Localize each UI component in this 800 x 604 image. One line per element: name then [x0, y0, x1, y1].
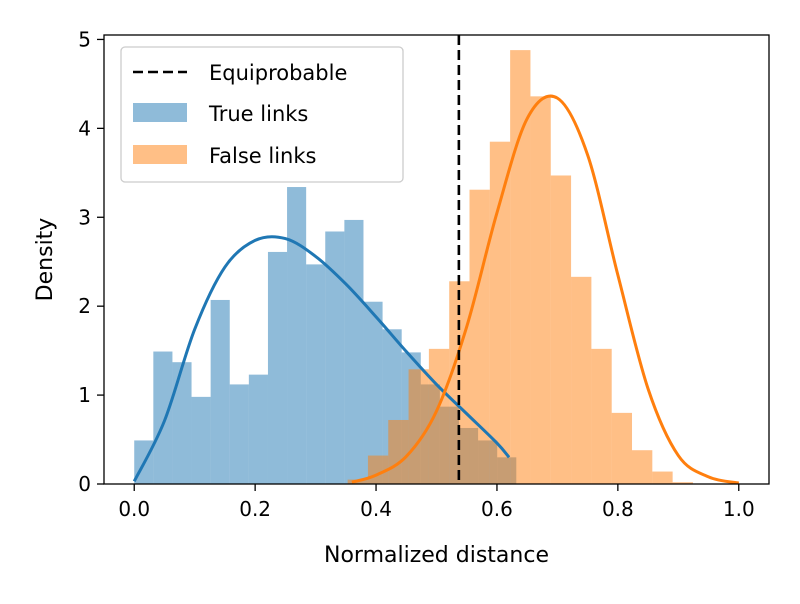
- false-links-fit-curve: [351, 94, 740, 485]
- x-tick-label: 1.0: [723, 497, 755, 521]
- false-links-bar: [652, 471, 673, 484]
- y-tick-label: 1: [78, 383, 91, 407]
- x-tick-label: 0.6: [481, 497, 513, 521]
- true-links-bar: [153, 351, 173, 484]
- true-links-fit-curve: [132, 235, 511, 483]
- legend-equiprobable-label: Equiprobable: [209, 61, 347, 85]
- true-links-bar: [229, 384, 249, 484]
- legend-false-links-swatch: [133, 145, 187, 164]
- true-links-bar: [267, 251, 288, 484]
- y-axis-label: Density: [33, 218, 58, 302]
- false-links-bar: [428, 348, 450, 484]
- x-tick-label: 0.2: [239, 497, 271, 521]
- x-tick-label: 0.0: [118, 497, 150, 521]
- true-links-bar: [172, 362, 192, 484]
- false-links-bar: [489, 141, 511, 485]
- true-links-bar: [325, 231, 345, 484]
- x-axis-label: Normalized distance: [324, 543, 549, 568]
- y-tick-label: 4: [78, 116, 91, 140]
- legend: Equiprobable True links False links: [120, 46, 404, 183]
- false-links-histogram: [347, 50, 693, 485]
- true-links-bar: [248, 374, 268, 484]
- y-axis-ticks: 0 1 2 3 4 5: [78, 27, 104, 496]
- legend-true-links-label: True links: [208, 102, 308, 126]
- y-tick-label: 5: [78, 27, 91, 51]
- true-links-bar: [363, 301, 383, 484]
- false-links-bar: [388, 419, 409, 484]
- false-links-bar: [510, 50, 531, 484]
- legend-false-links-label: False links: [209, 144, 316, 168]
- false-links-bar: [550, 175, 572, 485]
- y-tick-label: 2: [78, 294, 91, 318]
- x-axis-ticks: 0.0 0.2 0.4 0.6 0.8 1.0: [118, 484, 755, 521]
- axes-frame: [103, 34, 770, 485]
- false-links-bar: [530, 96, 551, 485]
- x-tick-label: 0.4: [360, 497, 392, 521]
- true-links-bar: [344, 219, 364, 485]
- false-links-bar: [408, 369, 429, 484]
- false-links-bar: [469, 189, 490, 484]
- true-links-bar: [306, 264, 326, 484]
- legend-box: [120, 46, 404, 183]
- false-links-bar: [632, 450, 653, 484]
- y-tick-label: 0: [78, 472, 91, 496]
- false-links-bar: [611, 412, 633, 484]
- false-links-bar: [571, 276, 592, 484]
- true-links-bar: [210, 299, 230, 484]
- false-links-bar: [591, 348, 612, 484]
- y-tick-label: 3: [78, 205, 91, 229]
- true-links-bar: [287, 187, 307, 484]
- legend-true-links-swatch: [133, 103, 187, 122]
- x-tick-label: 0.8: [602, 497, 634, 521]
- false-links-bar: [672, 482, 693, 484]
- true-links-bar: [191, 396, 211, 484]
